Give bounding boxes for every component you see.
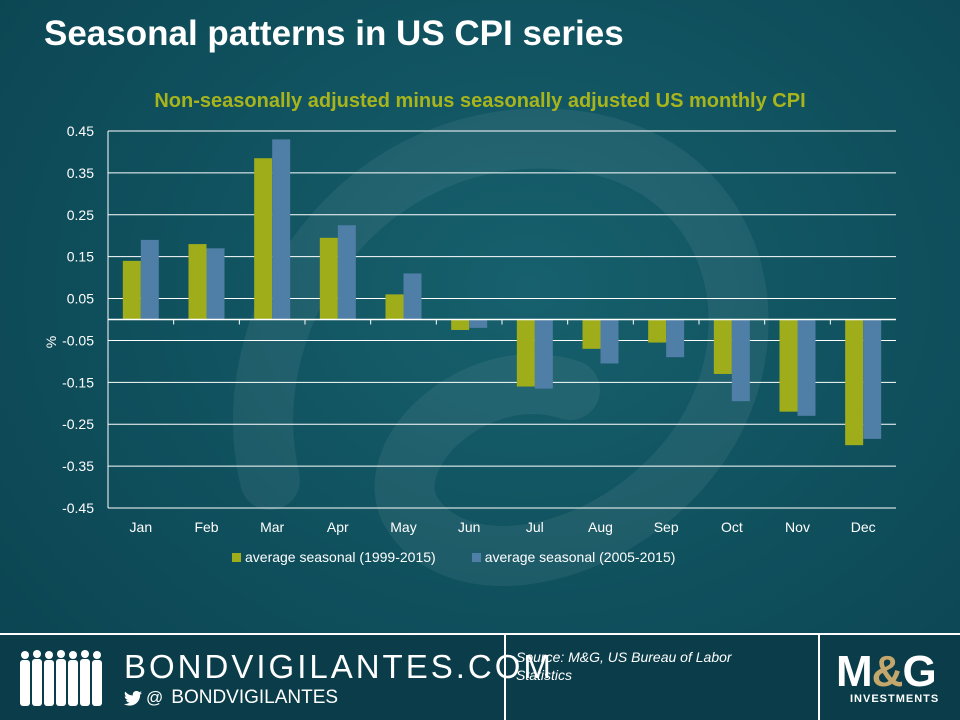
bar-series-1-oct [713,319,732,374]
bar-series-2-jul [534,319,553,389]
bar-series-1-jan [122,260,141,320]
x-tick-labels: Jan Feb Mar Apr May Jun Jul Aug Sep Oct Nov Dec [130,519,876,535]
bar-series-1-jul [516,319,535,387]
mg-investments-logo: M&G INVESTMENTS [836,650,940,706]
chart-legend: average seasonal (1999-2015) average sea… [232,549,675,565]
gridlines [108,130,896,509]
x-tick-label: Nov [785,519,810,535]
y-tick-label: 0.35 [67,165,94,181]
bar-series-2-may [403,273,422,320]
y-tick-label: -0.35 [62,458,94,474]
bar-series-1-mar [254,158,273,320]
bar-series-1-jun [451,319,470,330]
x-tick-label: Oct [721,519,743,535]
x-tick-label: Jun [458,519,481,535]
page-title: Seasonal patterns in US CPI series [44,14,624,53]
source-note: Source: M&G, US Bureau of Labor Statisti… [516,649,732,683]
bar-series-1-apr [319,237,338,320]
bar-series-2-dec [863,319,882,439]
footer-divider [818,635,820,720]
footer: BONDVIGILANTES.COM @ BONDVIGILANTES Sour… [0,633,960,720]
y-tick-label: 0.15 [67,249,94,265]
logo-subtitle: INVESTMENTS [850,693,940,705]
y-axis-label: % [43,336,59,348]
people-silhouettes-icon [20,650,102,706]
bar-series-2-feb [206,248,225,320]
y-tick-label: -0.05 [62,332,94,348]
handle-text: BONDVIGILANTES [171,687,339,708]
legend-item-series-1: average seasonal (1999-2015) [232,549,436,565]
x-tick-label: Dec [851,519,876,535]
bar-series-2-oct [731,319,750,402]
logo-letter-m: M [836,647,873,696]
y-tick-labels: 0.45 0.35 0.25 0.15 0.05 -0.05 -0.15 -0.25 -0.35… [62,123,94,516]
logo-mark: M&G [836,650,939,694]
axes [107,131,896,508]
x-tick-label: Aug [588,519,613,535]
legend-label-series-1: average seasonal (1999-2015) [245,549,436,565]
x-tick-label: Jan [130,519,153,535]
legend-label-series-2: average seasonal (2005-2015) [484,549,676,565]
bar-series-1-nov [779,319,798,412]
y-tick-label: -0.15 [62,374,94,390]
bar-series-1-feb [188,244,207,320]
bar-series-2-jan [140,239,159,320]
y-tick-label: 0.25 [67,207,94,223]
y-tick-label: 0.45 [67,123,94,139]
bar-series-2-sep [666,319,685,358]
bar-series-1-may [385,294,404,320]
bar-series-2-nov [797,319,816,416]
legend-swatch-series-2 [471,552,481,562]
footer-divider [504,635,506,720]
bar-series-2-jun [469,319,488,328]
legend-swatch-series-1 [232,552,241,562]
logo-letter-g: G [902,647,936,696]
background-watermark [233,108,769,586]
bar-series-2-apr [337,225,356,320]
handle-prefix: @ [146,688,164,707]
bar-series-2-mar [272,139,291,320]
bar-series-1-sep [648,319,667,343]
x-tick-label: Apr [327,519,349,535]
bar-series-1-dec [845,319,864,446]
y-tick-label: 0.05 [67,291,94,307]
bars [122,139,882,446]
x-tick-label: Feb [194,519,218,535]
twitter-bird-icon [124,690,142,706]
logo-ampersand: & [871,647,904,696]
chart-title: Non-seasonally adjusted minus seasonally… [154,90,806,112]
x-tick-label: May [390,519,416,535]
x-tick-label: Jul [526,519,544,535]
y-tick-label: -0.45 [62,500,94,516]
x-tick-label: Mar [260,519,284,535]
y-tick-label: -0.25 [62,416,94,432]
bar-series-1-aug [582,319,601,349]
twitter-handle[interactable]: @ BONDVIGILANTES [124,687,338,709]
x-tick-label: Sep [654,519,679,535]
site-brand[interactable]: BONDVIGILANTES.COM [124,648,554,685]
bar-series-2-aug [600,319,619,364]
legend-item-series-2: average seasonal (2005-2015) [471,549,676,565]
